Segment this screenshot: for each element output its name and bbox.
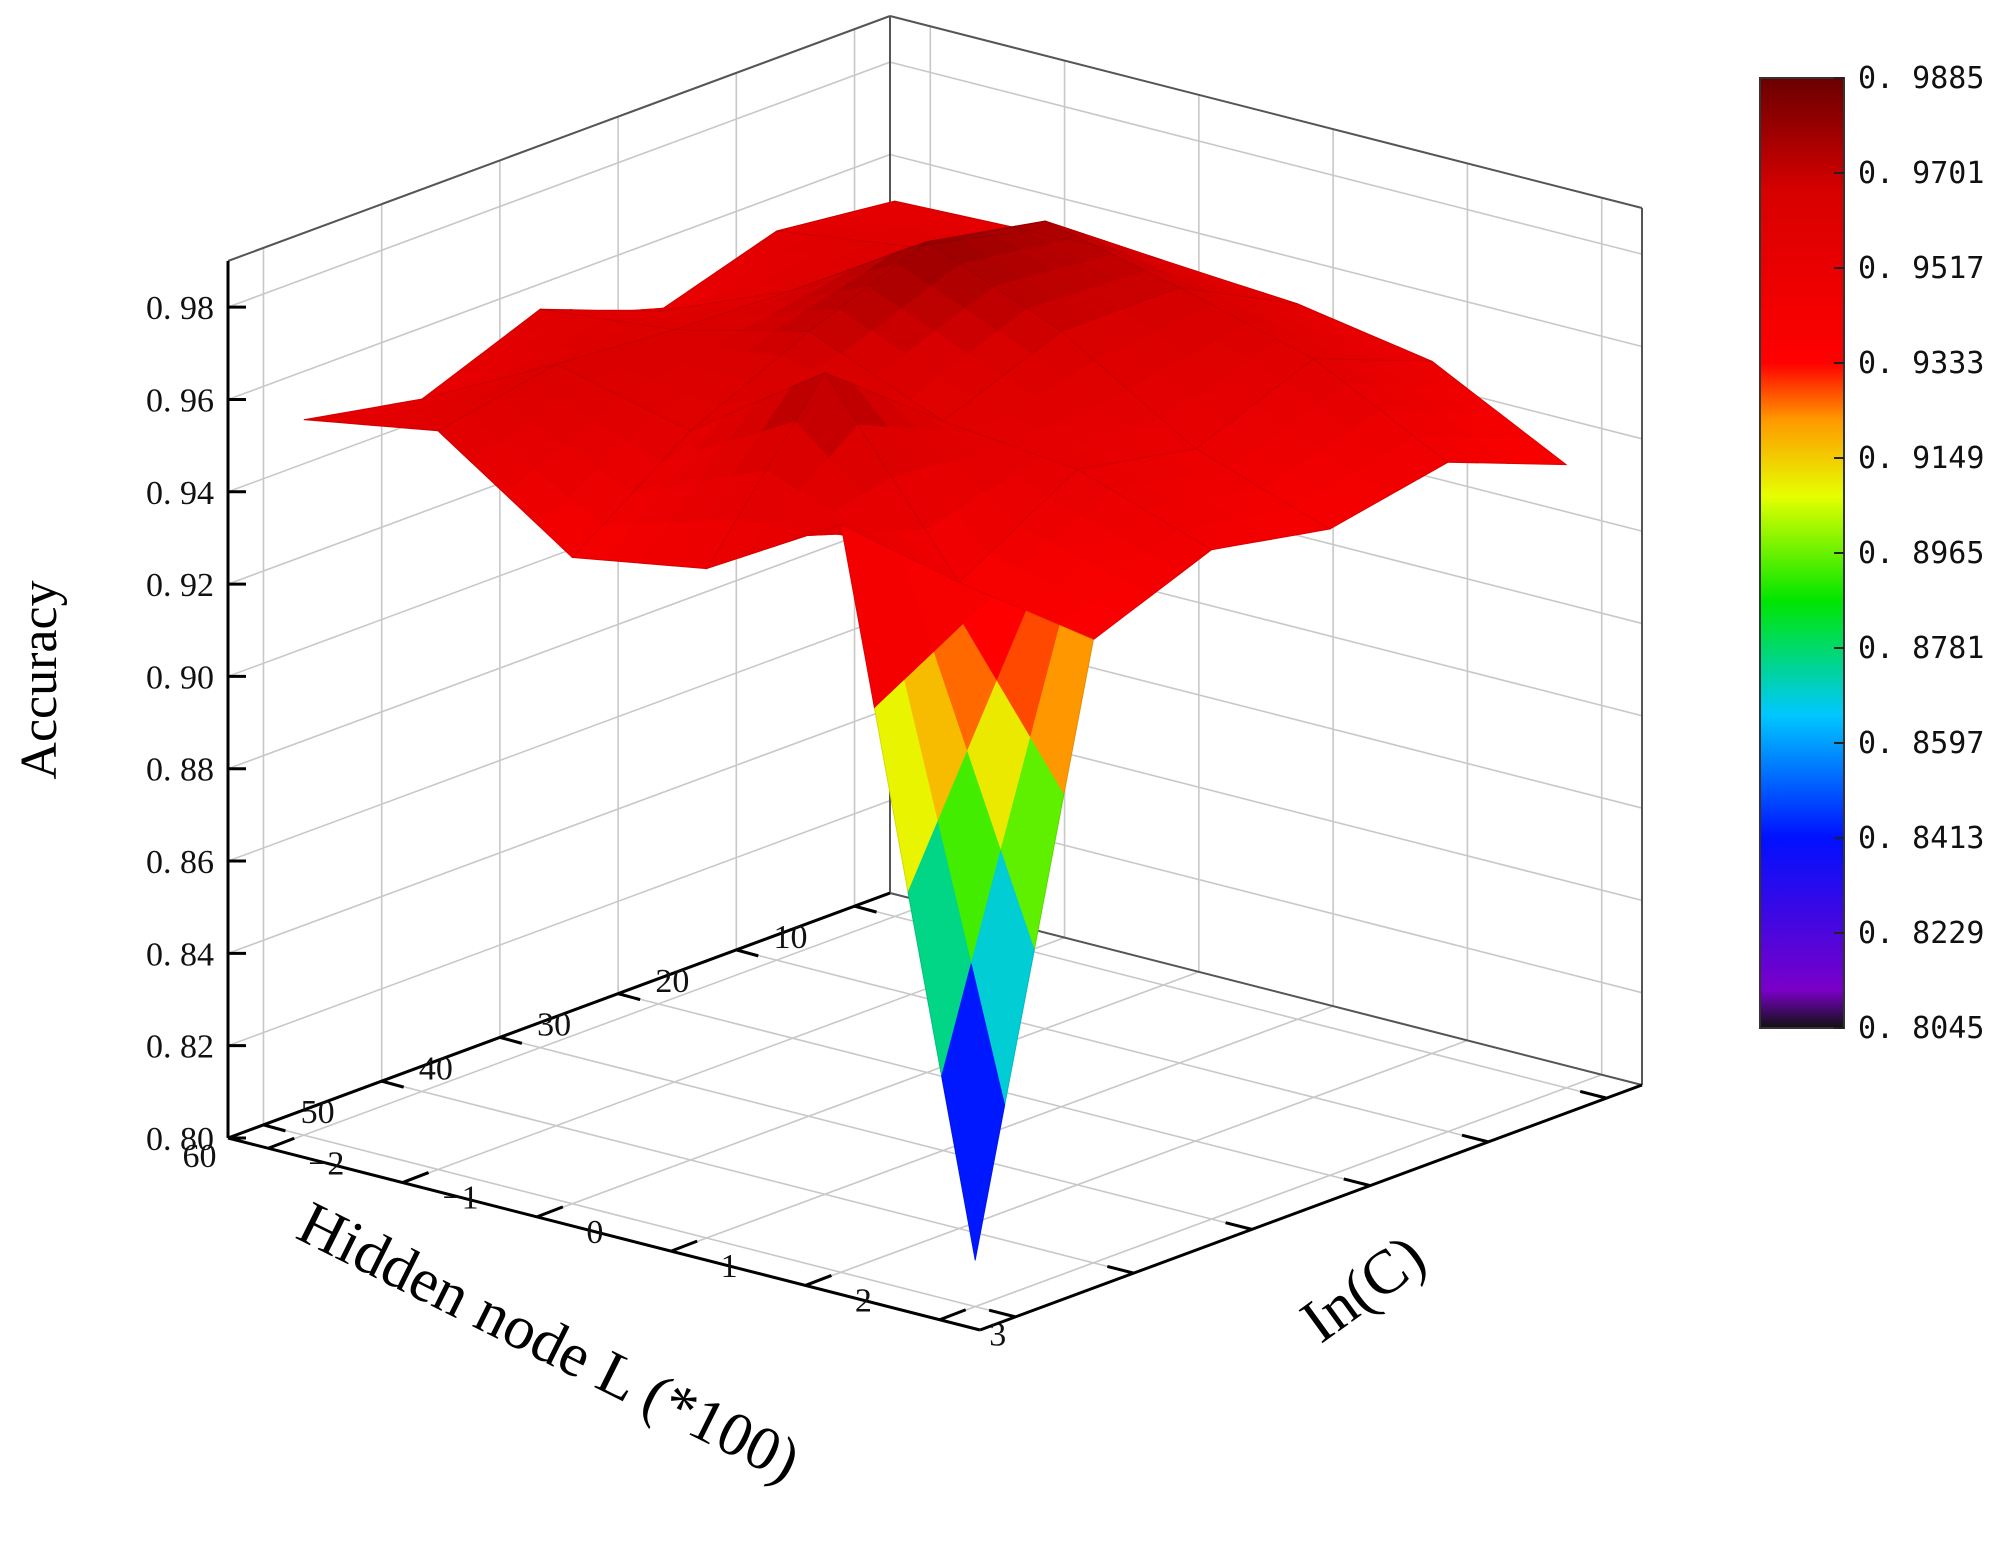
wall-gridline xyxy=(889,153,1643,348)
y-axis-title: In(C) xyxy=(1289,1222,1438,1356)
z-tick-label: 0. 82 xyxy=(146,1029,214,1066)
floor-gridline xyxy=(805,1039,1468,1287)
wall-gridline xyxy=(227,615,891,862)
mesh-line xyxy=(840,358,1433,583)
z-tick-label: 0. 98 xyxy=(146,290,214,327)
floor-gridline xyxy=(499,1036,1253,1231)
mesh-line xyxy=(571,220,1164,558)
wall-gridline xyxy=(227,153,891,401)
floor-gridline xyxy=(670,1005,1334,1252)
y-tick-label: 3 xyxy=(989,1317,1006,1354)
x-tick-label: 40 xyxy=(419,1050,453,1087)
x-tick-mark xyxy=(499,1035,523,1045)
z-tick-label: 0. 88 xyxy=(146,752,214,789)
x-axis-back-line xyxy=(227,891,891,1140)
mesh-line xyxy=(303,419,976,1261)
colorbar-tick-label: 0. 9333 xyxy=(1858,346,1984,381)
wall-gridline xyxy=(227,61,891,308)
y-tick-mark xyxy=(267,1136,295,1150)
x-tick-mark xyxy=(381,1079,405,1089)
mesh-line xyxy=(303,200,895,421)
colorbar-gradient xyxy=(1759,77,1845,1029)
z-tick-label: 0. 94 xyxy=(146,475,214,512)
floor-gridline xyxy=(939,1073,1602,1321)
y-tick-label: 1 xyxy=(721,1248,738,1285)
z-tick-label: 0. 86 xyxy=(146,844,214,881)
z-tick-labels: 0. 80 0. 82 0. 84 0. 86 0. 88 0. 90 0. 92 0. 94… xyxy=(146,290,246,1158)
mesh-line xyxy=(706,287,1298,569)
wall-gridline xyxy=(889,61,1643,255)
y-tick-label: −2 xyxy=(308,1145,344,1182)
floor-gridline xyxy=(263,1124,1016,1318)
axes xyxy=(226,261,1643,1332)
x-axis-line xyxy=(227,1136,981,1332)
surface-mesh xyxy=(303,200,1568,1261)
x-tick-label: 50 xyxy=(301,1094,335,1131)
x-tick-label: 10 xyxy=(774,919,808,956)
x-tick-mark xyxy=(1579,1089,1607,1100)
z-axis-title: Accuracy xyxy=(11,580,68,779)
y-tick-mark xyxy=(402,1171,430,1184)
x-tick-mark xyxy=(1461,1133,1489,1144)
y-tick-mark xyxy=(804,1274,832,1287)
colorbar-tick-label: 0. 8965 xyxy=(1858,536,1984,571)
z-tick-label: 0. 84 xyxy=(146,936,214,973)
x-tick-mark xyxy=(735,948,759,958)
floor-gridline xyxy=(268,902,931,1150)
y-axis-line xyxy=(979,1083,1643,1332)
y-tick-label: −1 xyxy=(442,1180,478,1217)
colorbar-tick-label: 0. 9149 xyxy=(1858,441,1984,476)
mesh-line xyxy=(421,363,1094,641)
frame-edge xyxy=(889,15,1643,209)
x-tick-mark xyxy=(617,992,641,1002)
y-tick-label: 0 xyxy=(586,1214,603,1251)
colorbar: 0. 9885 0. 9701 0. 9517 0. 9333 0. 9149 0. 89… xyxy=(1759,61,1984,1046)
x-tick-mark xyxy=(854,904,877,914)
x-tick-mark xyxy=(263,1123,286,1133)
wall-gridline xyxy=(227,707,891,955)
mesh-line xyxy=(894,200,1567,466)
colorbar-tick-label: 0. 9885 xyxy=(1858,61,1984,96)
z-tick-label: 0. 92 xyxy=(146,567,214,604)
y-tick-labels: −2 −1 0 1 2 3 xyxy=(267,1136,1006,1354)
surface-patch xyxy=(941,963,1006,1261)
z-tick-label: 0. 96 xyxy=(146,382,214,419)
colorbar-tick-label: 0. 8597 xyxy=(1858,726,1984,761)
y-tick-mark xyxy=(670,1239,698,1253)
y-tick-mark xyxy=(939,1308,967,1322)
colorbar-tick-label: 0. 8229 xyxy=(1858,916,1984,951)
x-tick-mark xyxy=(988,1308,1016,1319)
colorbar-tick-label: 0. 9517 xyxy=(1858,251,1984,286)
mesh-line xyxy=(776,220,1449,463)
x-tick-mark xyxy=(1343,1177,1371,1188)
x-tick-label: 60 xyxy=(182,1138,216,1175)
floor-gridline xyxy=(381,1080,1134,1274)
mesh-line xyxy=(974,461,1567,1261)
y-tick-label: 2 xyxy=(855,1282,872,1319)
floor-gridline xyxy=(536,971,1200,1218)
x-tick-label: 30 xyxy=(537,1007,571,1044)
x-tick-mark xyxy=(1225,1221,1253,1231)
mesh-line xyxy=(658,241,1331,530)
colorbar-tick-label: 0. 9701 xyxy=(1858,156,1984,191)
frame-edge xyxy=(227,15,891,262)
wall-gridline xyxy=(227,799,891,1047)
x-tick-label: 20 xyxy=(655,963,689,1000)
z-tick-label: 0. 80 xyxy=(146,1121,214,1158)
colorbar-tick-label: 0. 8413 xyxy=(1858,821,1984,856)
x-tick-mark xyxy=(1106,1264,1135,1275)
mesh-line xyxy=(437,230,1030,432)
x-axis-title: Hidden node L (*100) xyxy=(287,1189,810,1495)
wall-gridline xyxy=(227,522,891,770)
colorbar-tick-label: 0. 8781 xyxy=(1858,631,1984,666)
y-tick-mark xyxy=(536,1205,564,1219)
z-tick-label: 0. 90 xyxy=(146,659,214,696)
mesh-line xyxy=(540,308,1212,551)
floor-gridline xyxy=(736,949,1489,1143)
colorbar-tick-label: 0. 8045 xyxy=(1858,1011,1984,1046)
